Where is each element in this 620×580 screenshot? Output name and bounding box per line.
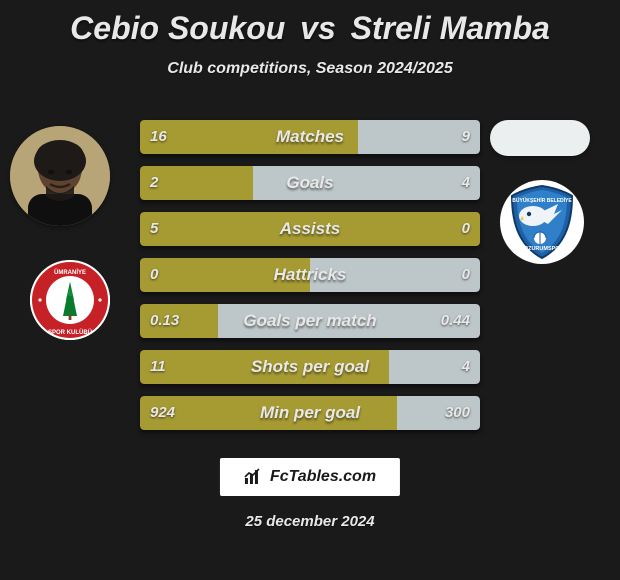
player2-club-badge: BÜYÜKŞEHİR BELEDİYE ERZURUMSPOR [500, 180, 584, 264]
svg-text:BÜYÜKŞEHİR BELEDİYE: BÜYÜKŞEHİR BELEDİYE [512, 197, 572, 204]
bar-left-fill [140, 304, 218, 338]
stat-row: 924300Min per goal [140, 396, 480, 430]
stats-bars: 169Matches 24Goals 50Assists 00Hattricks 0.1… [140, 120, 480, 442]
subtitle: Club competitions, Season 2024/2025 [0, 48, 620, 78]
footer-date: 25 december 2024 [0, 513, 620, 530]
bar-right-fill [358, 120, 480, 154]
bar-left-fill [140, 166, 253, 200]
stat-row: 00Hattricks [140, 258, 480, 292]
bar-left-fill [140, 396, 397, 430]
stat-row: 50Assists [140, 212, 480, 246]
svg-text:SPOR KULÜBÜ: SPOR KULÜBÜ [48, 329, 92, 336]
bar-right-fill [310, 258, 480, 292]
bar-left-fill [140, 120, 358, 154]
title-player2: Streli Mamba [351, 10, 550, 46]
bar-right-fill [253, 166, 480, 200]
stat-row: 24Goals [140, 166, 480, 200]
brand-text: FcTables.com [270, 468, 376, 486]
bar-left-fill [140, 258, 310, 292]
page-title: Cebio Soukou vs Streli Mamba [0, 0, 620, 48]
bar-right-fill [218, 304, 480, 338]
title-player1: Cebio Soukou [70, 10, 285, 46]
bar-left-fill [140, 212, 480, 246]
svg-text:ERZURUMSPOR: ERZURUMSPOR [520, 246, 563, 252]
stat-row: 0.130.44Goals per match [140, 304, 480, 338]
chart-icon [244, 468, 262, 486]
bar-left-fill [140, 350, 389, 384]
player1-club-badge: ÜMRANİYE SPOR KULÜBÜ [30, 260, 110, 340]
bar-right-fill [397, 396, 480, 430]
bar-right-fill [389, 350, 480, 384]
player1-photo [10, 126, 110, 226]
title-vs: vs [300, 10, 336, 46]
brand-chip: FcTables.com [220, 458, 400, 496]
stat-row: 114Shots per goal [140, 350, 480, 384]
stat-row: 169Matches [140, 120, 480, 154]
player2-photo [490, 120, 590, 156]
svg-text:ÜMRANİYE: ÜMRANİYE [54, 269, 86, 276]
